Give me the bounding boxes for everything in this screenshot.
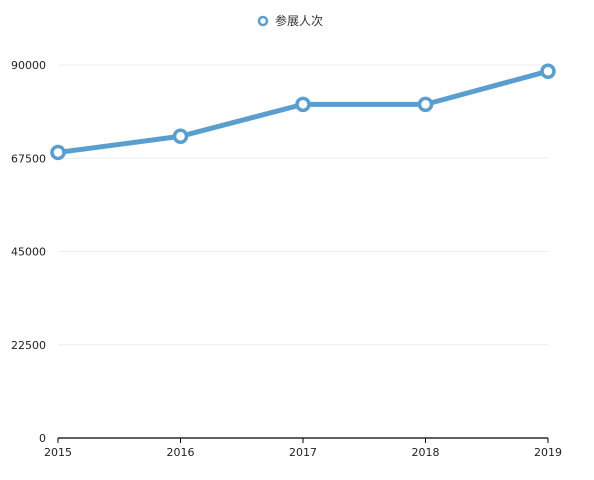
data-point — [540, 63, 556, 79]
data-point — [417, 96, 434, 113]
legend: 参展人次 — [257, 13, 323, 28]
y-tick-label: 90000 — [11, 59, 46, 72]
series — [50, 63, 556, 161]
y-tick-label: 0 — [39, 432, 46, 445]
y-tick-label: 22500 — [11, 339, 46, 352]
x-tick-label: 2019 — [534, 446, 562, 459]
data-point — [50, 144, 66, 161]
y-tick-label: 45000 — [11, 246, 46, 259]
legend-marker — [257, 15, 269, 27]
y-tick-label: 67500 — [11, 152, 46, 165]
axes: 0 22500 45000 67500 90000 2015 2016 2017 2018 201… — [11, 59, 562, 459]
data-point — [295, 96, 311, 113]
legend-label-0: 参展人次 — [275, 13, 323, 28]
x-tick-label: 2016 — [167, 446, 195, 459]
x-tick-label: 2015 — [44, 446, 72, 459]
x-tick-label: 2018 — [412, 446, 440, 459]
data-point — [172, 128, 189, 145]
grid-lines — [58, 64, 548, 346]
x-tick-label: 2017 — [289, 446, 317, 459]
